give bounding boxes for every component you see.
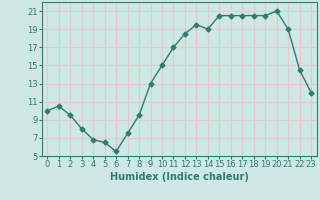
X-axis label: Humidex (Indice chaleur): Humidex (Indice chaleur) [110,172,249,182]
